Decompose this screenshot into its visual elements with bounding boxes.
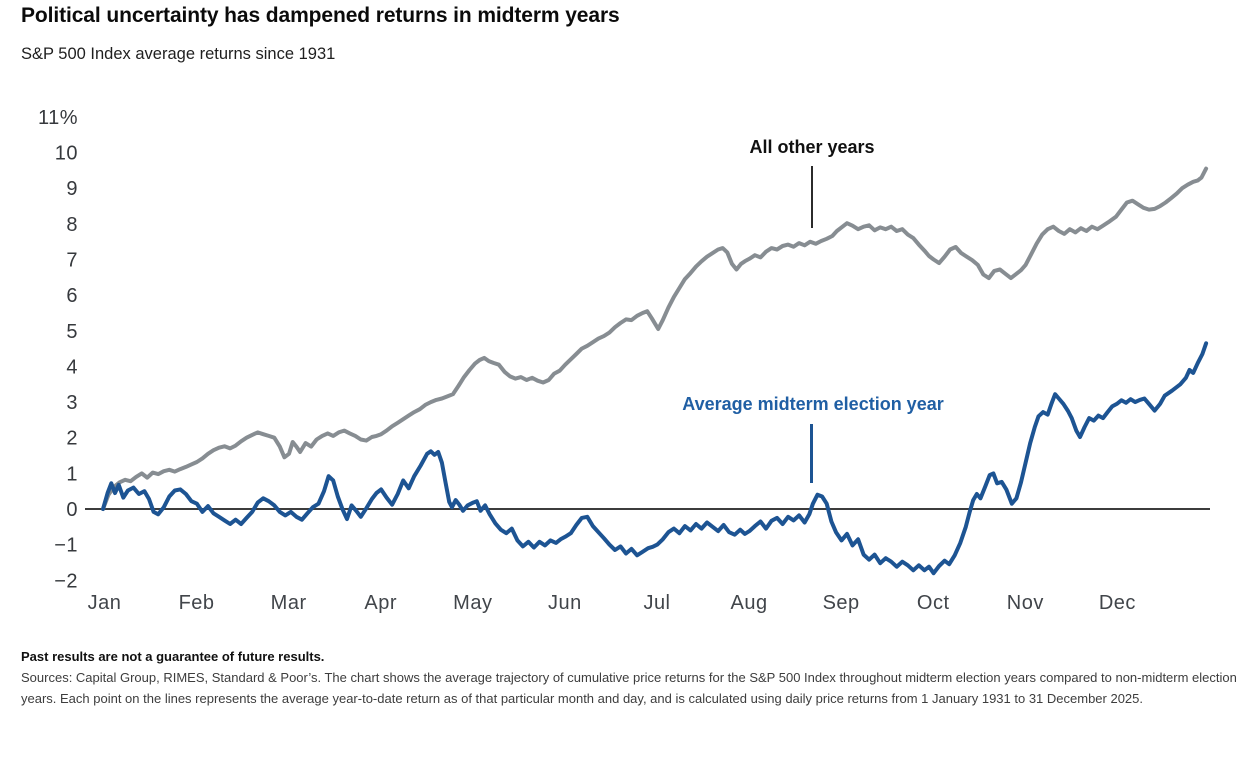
x-tick-label: Mar <box>271 592 307 614</box>
x-tick-label: Apr <box>364 592 397 614</box>
series-line-all-other-years <box>101 166 1209 511</box>
y-tick-label: 9 <box>66 178 78 200</box>
y-tick-label: 2 <box>66 428 78 450</box>
x-tick-label: Oct <box>917 592 950 614</box>
y-tick-label: 8 <box>66 214 78 236</box>
chart-footnote: Past results are not a guarantee of futu… <box>21 647 1240 709</box>
x-tick-label: May <box>453 592 492 614</box>
y-tick-label: 4 <box>66 356 78 378</box>
x-tick-label: Feb <box>179 592 215 614</box>
x-tick-label: Jan <box>88 592 122 614</box>
y-tick-label: −2 <box>54 570 78 592</box>
y-tick-label: 3 <box>66 392 78 414</box>
x-tick-label: Jul <box>643 592 670 614</box>
annotation-leader-line-midterm-year <box>810 424 813 483</box>
x-tick-label: Aug <box>731 592 768 614</box>
y-tick-label: 5 <box>66 321 78 343</box>
annotation-midterm-year-label: Average midterm election year <box>682 394 944 414</box>
y-tick-label: −1 <box>54 535 78 557</box>
x-tick-label: Jun <box>548 592 582 614</box>
sources-text: Sources: Capital Group, RIMES, Standard … <box>21 669 1237 706</box>
x-tick-label: Sep <box>823 592 860 614</box>
y-tick-label: 0 <box>66 499 78 521</box>
annotation-all-other-years: All other years <box>749 137 874 158</box>
y-tick-label: 7 <box>66 250 78 272</box>
y-tick-label: 11% <box>38 107 78 129</box>
series-line-average-midterm-election-year <box>101 341 1209 576</box>
y-tick-label: 1 <box>66 463 78 485</box>
page-title: Political uncertainty has dampened retur… <box>21 4 620 27</box>
y-tick-label: 10 <box>55 143 78 165</box>
annotation-all-other-years-label: All other years <box>749 137 875 157</box>
x-tick-label: Nov <box>1007 592 1044 614</box>
disclaimer-text: Past results are not a guarantee of futu… <box>21 649 325 664</box>
annotation-leader-line-all-other-years <box>811 166 813 228</box>
y-tick-label: 6 <box>66 285 78 307</box>
x-tick-label: Dec <box>1099 592 1136 614</box>
annotation-midterm-year: Average midterm election year <box>682 394 943 415</box>
chart-subtitle: S&P 500 Index average returns since 1931 <box>21 45 336 63</box>
